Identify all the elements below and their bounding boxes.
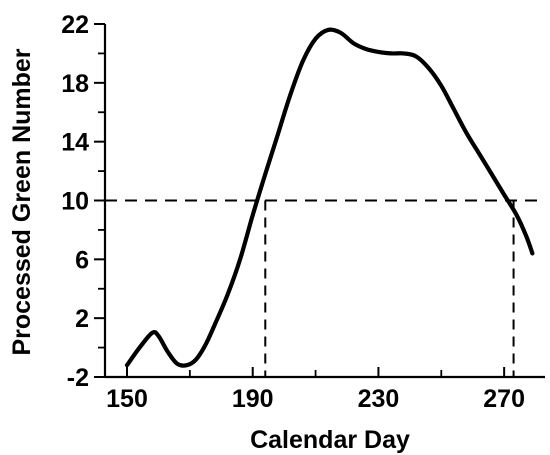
y-tick-label--2: -2 [67, 364, 89, 392]
y-tick-labels: -2 2 6 10 14 18 22 [61, 11, 89, 392]
series-layer [124, 27, 535, 368]
y-tick-label-18: 18 [61, 70, 89, 98]
x-tick-labels: 150 190 230 270 [106, 385, 525, 413]
reference-lines [105, 199, 545, 377]
x-tick-label-190: 190 [232, 385, 274, 413]
y-tick-label-10: 10 [61, 188, 89, 216]
x-axis-title: Calendar Day [250, 426, 410, 454]
x-tick-label-150: 150 [106, 385, 148, 413]
x-tick-label-270: 270 [483, 385, 525, 413]
series-line [124, 27, 535, 368]
y-tick-label-14: 14 [61, 129, 89, 157]
x-tick-label-230: 230 [358, 385, 400, 413]
y-tick-label-6: 6 [75, 246, 89, 274]
y-tick-label-2: 2 [75, 305, 89, 333]
y-axis-title: Processed Green Number [8, 48, 36, 355]
axes [94, 23, 545, 379]
y-tick-label-22: 22 [61, 11, 89, 39]
